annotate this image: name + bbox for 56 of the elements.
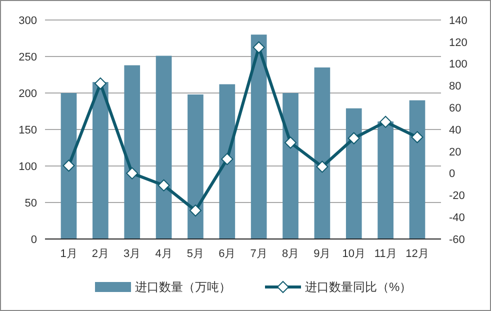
bar	[314, 67, 330, 239]
x-tick-label: 10月	[342, 248, 366, 260]
x-tick-label: 1月	[60, 248, 78, 260]
x-tick-label: 8月	[282, 248, 300, 260]
x-tick-label: 9月	[314, 248, 331, 260]
x-tick-label: 6月	[218, 248, 236, 260]
point	[411, 131, 424, 144]
point	[252, 41, 265, 54]
point	[348, 132, 360, 144]
y2-tick-label: 40	[449, 124, 462, 136]
bar	[92, 82, 108, 239]
y2-tick-label: 80	[449, 80, 462, 93]
y2-tick-label: 0	[449, 168, 456, 180]
bar	[250, 34, 267, 239]
y2-tick-label: 120	[449, 36, 468, 49]
point	[126, 167, 138, 180]
y2-tick-label: -60	[449, 234, 465, 246]
bar	[60, 93, 77, 239]
point	[189, 204, 202, 217]
legend-label: 进口数量（万吨）	[135, 280, 231, 294]
bar	[124, 65, 140, 239]
point	[94, 78, 106, 90]
y-tick-label: 0	[30, 234, 37, 246]
x-tick-label: 2月	[92, 248, 110, 260]
x-tick-label: 3月	[124, 248, 141, 260]
y-tick-label: 150	[18, 124, 37, 136]
bar	[378, 121, 394, 239]
y2-tick-label: 60	[449, 102, 462, 114]
y2-tick-label: -40	[449, 212, 465, 224]
bar	[409, 100, 426, 239]
bar	[346, 108, 362, 239]
y-tick-label: 50	[24, 197, 37, 210]
bar	[156, 56, 172, 239]
y-tick-label: 200	[18, 88, 37, 100]
point	[158, 179, 170, 192]
bar	[282, 93, 298, 239]
legend-label: 进口数量同比（%）	[305, 280, 412, 294]
point	[284, 136, 297, 149]
y-tick-label: 250	[18, 51, 37, 64]
x-tick-label: 7月	[250, 248, 268, 260]
point	[62, 160, 75, 172]
x-tick-label: 5月	[186, 248, 204, 260]
bar	[188, 94, 204, 239]
y2-tick-label: 100	[449, 58, 468, 71]
y2-tick-label: 20	[449, 146, 462, 158]
y-tick-label: 100	[18, 160, 37, 173]
bar	[219, 84, 236, 239]
y2-tick-label: -20	[449, 190, 465, 202]
point	[221, 153, 234, 166]
x-tick-label: 11月	[374, 248, 397, 260]
y-tick-label: 300	[18, 14, 37, 27]
x-tick-label: 12月	[406, 248, 429, 260]
x-tick-label: 4月	[155, 248, 172, 260]
point	[380, 116, 392, 128]
y2-tick-label: 140	[449, 14, 468, 27]
point	[316, 160, 328, 173]
